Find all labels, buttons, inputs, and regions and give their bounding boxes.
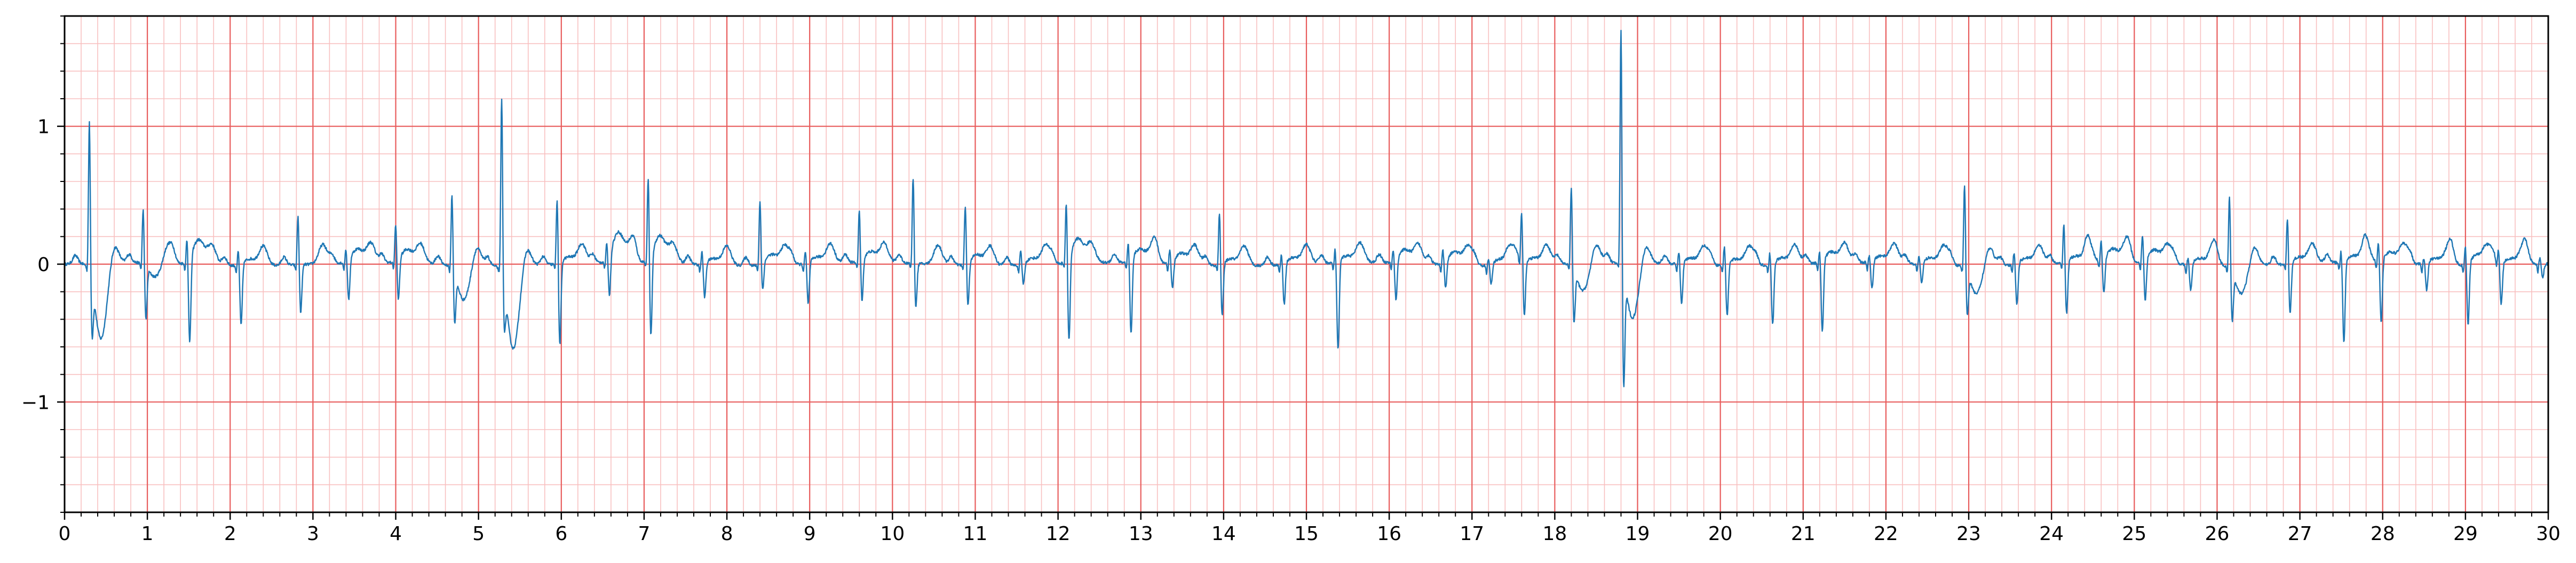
x-tick-label: 12 [1046,523,1071,545]
x-tick-label: 24 [2039,523,2064,545]
x-tick-label: 5 [472,523,485,545]
x-axis-ticks: 0 1 2 3 4 5 6 7 8 9 10 11 12 13 14 15 16 17 18 19 20 21 22 23 24… [59,512,2561,545]
y-tick-label: 1 [37,116,50,138]
x-tick-label: 4 [390,523,402,545]
x-tick-label: 17 [1460,523,1484,545]
x-tick-label: 7 [638,523,650,545]
y-tick-label: 0 [37,254,50,276]
x-tick-label: 19 [1626,523,1650,545]
x-tick-label: 13 [1129,523,1153,545]
x-tick-label: 9 [804,523,816,545]
x-tick-label: 3 [307,523,319,545]
x-tick-label: 23 [1956,523,1981,545]
x-tick-label: 26 [2205,523,2230,545]
x-tick-label: 27 [2288,523,2312,545]
x-tick-label: 21 [1791,523,1816,545]
y-tick-label: −1 [21,392,50,414]
x-tick-label: 30 [2536,523,2561,545]
x-tick-label: 0 [59,523,71,545]
x-tick-label: 15 [1294,523,1319,545]
x-tick-label: 16 [1377,523,1401,545]
x-tick-label: 20 [1708,523,1733,545]
x-tick-label: 1 [141,523,154,545]
x-tick-label: 22 [1874,523,1898,545]
x-tick-label: 14 [1211,523,1236,545]
x-tick-label: 29 [2453,523,2478,545]
x-tick-label: 6 [555,523,567,545]
x-tick-label: 2 [224,523,236,545]
x-tick-label: 18 [1542,523,1567,545]
ecg-trace [64,29,2549,387]
y-axis-ticks: 1 0 −1 [21,15,65,513]
x-tick-label: 25 [2122,523,2146,545]
x-tick-label: 10 [880,523,905,545]
x-tick-label: 28 [2371,523,2395,545]
x-tick-label: 11 [963,523,988,545]
major-grid [64,16,2549,512]
x-tick-label: 8 [721,523,733,545]
